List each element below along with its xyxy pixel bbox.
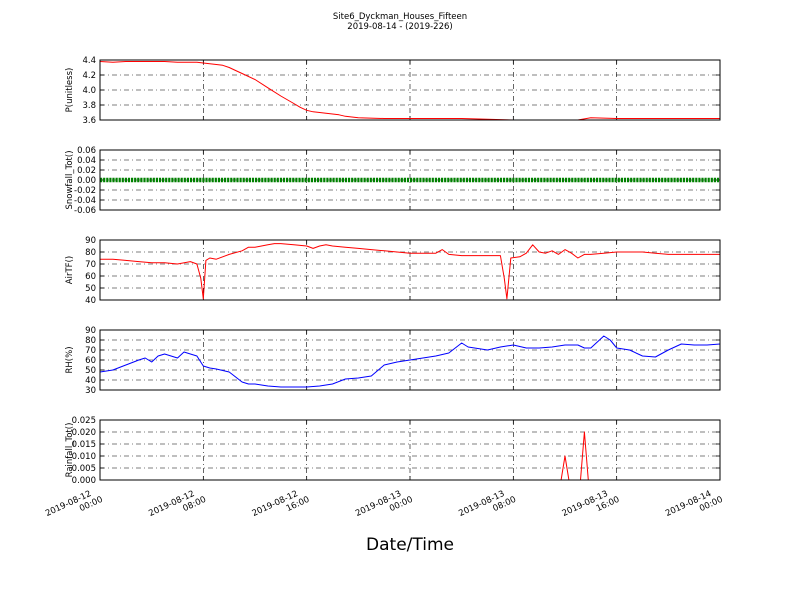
gridlines-rainfall: [100, 420, 720, 480]
series-rh: [99, 335, 721, 388]
panel-pressure: 4.4 4.2 4.0 3.8 3.6 P(unitless): [65, 56, 721, 126]
y-tick-label: 70: [85, 346, 96, 356]
y-tick-label: 90: [85, 236, 96, 246]
figure-subtitle: 2019-08-14 - (2019-226): [347, 22, 452, 32]
y-axis-label-snowfall: Snowfall_Tot(): [65, 150, 75, 209]
x-tick-label: 2019-08-1208:00: [147, 486, 207, 528]
axes-frame-rh: [99, 329, 721, 391]
axes-frame-snowfall: [99, 149, 721, 211]
y-tick-label: 0.025: [72, 416, 96, 426]
axes-frame-rainfall: [99, 419, 721, 481]
y-axis-label-rainfall: Rainfall_Tot(): [65, 423, 75, 478]
y-tick-label: 4.4: [82, 56, 96, 66]
y-tick-label: 30: [85, 386, 96, 396]
panel-airtf: 90 80 70 60 50 40 AirTF(): [65, 236, 721, 306]
y-tick-label: 0.015: [72, 440, 96, 450]
x-tick-label: 2019-08-1300:00: [354, 486, 414, 528]
gridlines-rh: [100, 330, 720, 390]
y-tick-label: 80: [85, 248, 96, 258]
y-tick-label: 0.020: [72, 428, 96, 438]
subplots: 4.44.24.03.83.6P(unitless)0.060.040.020.…: [65, 56, 721, 486]
y-tick-label: 0.02: [77, 166, 96, 176]
y-tick-label: 50: [85, 366, 96, 376]
y-tick-label: 0.010: [72, 452, 96, 462]
y-axis-label-pressure: P(unitless): [65, 68, 75, 113]
series-airtf: [100, 243, 720, 300]
y-tick-label: 3.6: [82, 116, 96, 126]
x-tick-labels: 2019-08-1200:00 2019-08-1208:00 2019-08-12…: [44, 486, 724, 528]
x-axis-label: Date/Time: [366, 535, 454, 555]
y-tick-label: 40: [85, 296, 96, 306]
y-tick-label: 60: [85, 272, 96, 282]
axes-frame-pressure: [99, 59, 721, 121]
panel-snowfall: 0.060.040.020.00-0.02-0.04-0.06Snowfall_…: [65, 146, 721, 216]
y-tick-label: 0.06: [77, 146, 96, 156]
panel-rainfall: 0.025 0.020 0.015 0.010 0.005 0.000Rainfall_T…: [65, 416, 721, 486]
y-tick-label: 0.00: [77, 176, 96, 186]
y-tick-label: 90: [85, 326, 96, 336]
x-tick-label: 2019-08-1308:00: [457, 486, 517, 528]
y-tick-label: 3.8: [82, 101, 96, 111]
figure-title: Site6_Dyckman_Houses_Fifteen: [333, 12, 467, 22]
y-tick-label: -0.02: [74, 186, 96, 196]
x-tick-label: 2019-08-1216:00: [251, 486, 311, 528]
y-tick-label: -0.04: [74, 196, 96, 206]
gridlines-airtf: [100, 240, 720, 300]
y-tick-label: 0.04: [77, 156, 96, 166]
y-tick-label: 4.0: [82, 86, 96, 96]
y-tick-label: 0.005: [72, 464, 96, 474]
y-tick-label: 60: [85, 356, 96, 366]
gridlines-pressure: [100, 60, 720, 120]
axes-frame-airtf: [99, 239, 721, 301]
y-tick-label: 4.2: [82, 71, 96, 81]
y-tick-label: 80: [85, 336, 96, 346]
y-tick-label: 70: [85, 260, 96, 270]
x-tick-label: 2019-08-1400:00: [664, 486, 724, 528]
x-tick-label: 2019-08-1200:00: [44, 486, 104, 528]
y-tick-label: 40: [85, 376, 96, 386]
y-axis-label-rh: RH(%): [65, 346, 75, 373]
y-tick-label: 0.000: [72, 476, 96, 486]
x-tick-label: 2019-08-1316:00: [561, 486, 621, 528]
y-tick-label: -0.06: [74, 206, 96, 216]
y-tick-label: 50: [85, 284, 96, 294]
y-axis-label-airtf: AirTF(): [65, 256, 75, 284]
